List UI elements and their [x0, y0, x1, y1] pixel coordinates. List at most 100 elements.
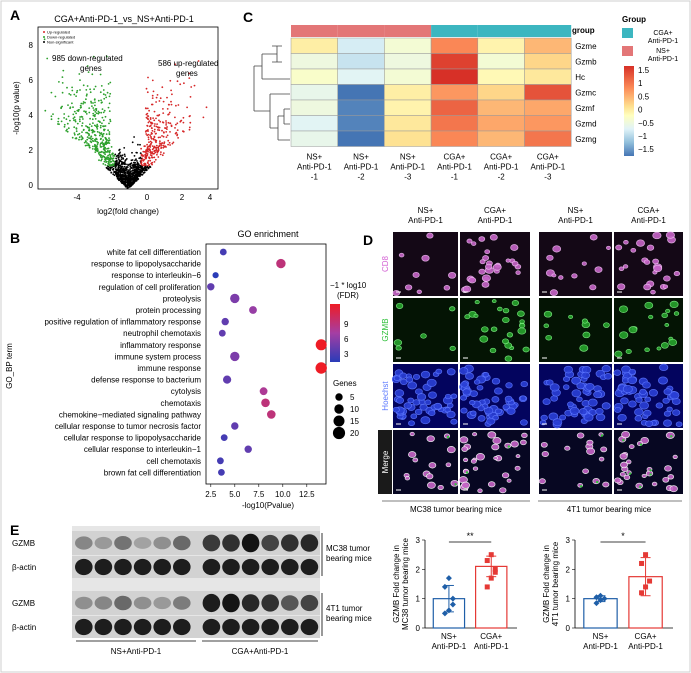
volcano-point — [121, 175, 124, 177]
volcano-point — [159, 153, 162, 156]
volcano-point-down — [96, 143, 99, 146]
volcano-point — [142, 172, 145, 174]
micro-cell — [672, 454, 678, 460]
go-term-label: chemokine−mediated signaling pathway — [59, 410, 201, 419]
go-point — [221, 317, 229, 326]
micro-cell — [420, 416, 431, 425]
volcano-point-down — [81, 137, 84, 140]
bar-ytick-label: 2 — [416, 565, 421, 574]
go-x-axis: 2.5 5.0 7.5 10.0 12.5 — [205, 484, 315, 499]
micro-cell — [659, 363, 669, 372]
blot-band — [202, 593, 221, 613]
micro-cell — [551, 273, 557, 278]
volcano-point-down — [99, 126, 102, 129]
heatmap-cell — [430, 84, 479, 101]
micro-group-4t1: 4T1 tumor bearing mice — [567, 505, 652, 514]
micro-cell — [643, 283, 652, 291]
volcano-point — [138, 171, 141, 174]
volcano-point-down — [104, 153, 106, 156]
micro-row-label-bg — [378, 298, 392, 362]
bar-point — [597, 592, 604, 599]
go-ylabel: GO_BP term — [5, 343, 14, 389]
volcano-point-up — [169, 79, 172, 82]
bar-ytick-label: 0 — [416, 624, 421, 633]
volcano-point — [115, 157, 117, 160]
volcano-point-up — [156, 114, 159, 117]
bar-ylabel-line2: MC38 tumor bearing mice — [401, 537, 410, 630]
volcano-point-down — [63, 117, 65, 119]
blot-group-ns: NS+Anti-PD-1 — [111, 647, 162, 656]
micro-cell — [481, 281, 490, 288]
volcano-point-up — [158, 119, 160, 122]
volcano-point-down — [92, 129, 94, 132]
micro-cell — [407, 381, 418, 390]
micro-cell — [652, 258, 659, 265]
volcano-point-down — [92, 107, 95, 109]
volcano-point-up — [146, 115, 149, 117]
volcano-point-up — [146, 124, 149, 127]
volcano-point-up — [151, 122, 154, 125]
volcano-point — [115, 160, 118, 163]
volcano-point-up — [147, 121, 150, 124]
volcano-point-down — [93, 145, 96, 148]
volcano-legend: Up-regulated Down-regulated Non-signific… — [43, 30, 75, 45]
micro-cell — [662, 476, 670, 483]
micro-cell — [505, 258, 511, 263]
volcano-point-up — [151, 151, 154, 154]
volcano-point-down — [92, 122, 94, 124]
volcano-point — [114, 171, 117, 174]
volcano-point — [129, 172, 131, 175]
volcano-point — [115, 164, 117, 167]
heatmap-cell — [290, 37, 338, 54]
micro-cell — [409, 431, 415, 437]
micro-cell — [622, 264, 629, 269]
micro-cell — [510, 440, 519, 448]
volcano-point-up — [155, 125, 158, 128]
micro-cell — [656, 346, 662, 351]
volcano-point — [131, 175, 134, 178]
volcano-point — [123, 183, 126, 186]
volcano-point-down — [69, 94, 72, 96]
volcano-point-down — [108, 102, 111, 105]
heatmap-cell — [384, 115, 432, 132]
volcano-point-down — [93, 99, 96, 101]
volcano-point — [127, 174, 130, 177]
micro-cell — [648, 389, 658, 397]
micro-row-label: Merge — [381, 450, 390, 473]
heatmap-scale-tick: −0.5 — [638, 119, 654, 128]
volcano-point-down — [109, 92, 112, 95]
micro-cell — [651, 481, 658, 487]
go-point — [231, 422, 239, 430]
volcano-point — [136, 160, 138, 162]
volcano-point-down — [104, 94, 107, 96]
volcano-point — [125, 177, 127, 179]
micro-cell — [598, 456, 605, 462]
volcano-point-down — [107, 106, 110, 109]
volcano-point-up — [183, 82, 185, 85]
blot-band — [133, 618, 152, 636]
volcano-point-down — [66, 122, 69, 125]
volcano-point — [160, 151, 162, 154]
micro-cell — [665, 231, 675, 239]
volcano-point-up — [152, 137, 155, 140]
volcano-point-up — [148, 120, 151, 122]
volcano-point — [117, 164, 120, 166]
volcano-point — [98, 151, 100, 154]
volcano-point — [110, 171, 113, 174]
micro-cell — [673, 311, 680, 316]
bar-point — [441, 583, 448, 590]
volcano-point-up — [168, 111, 171, 114]
volcano-point-down — [79, 104, 82, 107]
volcano-point — [123, 171, 126, 174]
volcano-point-up — [186, 106, 189, 109]
volcano-point-down — [100, 99, 102, 102]
volcano-point-up — [162, 112, 165, 114]
volcano-point — [138, 173, 141, 176]
volcano-point-up — [189, 121, 192, 124]
micro-cell — [617, 283, 626, 291]
volcano-point-up — [146, 107, 149, 110]
volcano-point — [149, 154, 152, 156]
volcano-point-down — [95, 112, 98, 115]
volcano-point — [127, 169, 129, 171]
volcano-point-down — [98, 134, 101, 137]
